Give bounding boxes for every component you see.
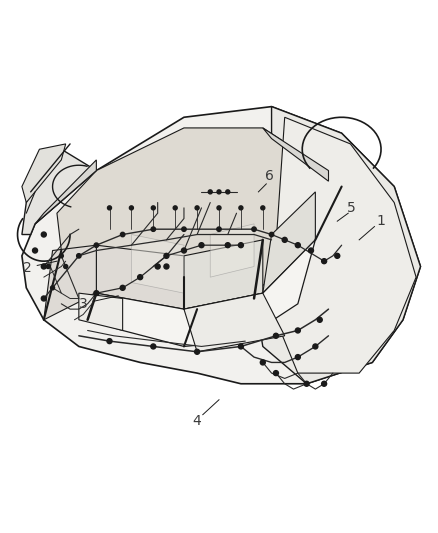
Polygon shape	[263, 192, 315, 293]
Circle shape	[208, 190, 212, 194]
Circle shape	[321, 381, 327, 386]
Circle shape	[120, 232, 125, 237]
Circle shape	[335, 253, 340, 259]
Circle shape	[217, 190, 221, 194]
Circle shape	[129, 206, 134, 210]
Polygon shape	[22, 107, 420, 384]
Polygon shape	[254, 107, 420, 384]
Text: 2: 2	[23, 261, 32, 274]
Circle shape	[173, 206, 177, 210]
Polygon shape	[210, 224, 254, 277]
Circle shape	[164, 264, 169, 269]
Circle shape	[225, 243, 230, 248]
Circle shape	[260, 360, 265, 365]
Text: 6: 6	[265, 169, 274, 183]
Circle shape	[226, 190, 230, 194]
Circle shape	[77, 254, 81, 258]
Circle shape	[199, 243, 204, 248]
Circle shape	[151, 344, 156, 349]
Circle shape	[252, 227, 256, 231]
Circle shape	[321, 259, 327, 264]
Polygon shape	[44, 245, 96, 320]
Circle shape	[273, 370, 279, 376]
Circle shape	[41, 232, 46, 237]
Circle shape	[295, 243, 300, 248]
Circle shape	[295, 328, 300, 333]
Polygon shape	[35, 160, 96, 224]
Circle shape	[151, 206, 155, 210]
Circle shape	[181, 248, 187, 253]
Circle shape	[195, 206, 199, 210]
Circle shape	[59, 254, 64, 258]
Circle shape	[46, 264, 50, 269]
Text: 4: 4	[193, 414, 201, 428]
Polygon shape	[184, 293, 285, 352]
Circle shape	[269, 232, 274, 237]
Polygon shape	[272, 117, 416, 373]
Circle shape	[313, 344, 318, 349]
Circle shape	[41, 264, 46, 269]
Polygon shape	[184, 240, 263, 309]
Circle shape	[50, 286, 55, 290]
Circle shape	[317, 317, 322, 322]
Polygon shape	[22, 149, 96, 235]
Circle shape	[217, 206, 221, 210]
Circle shape	[64, 264, 68, 269]
Circle shape	[120, 285, 125, 290]
Polygon shape	[79, 240, 315, 346]
Circle shape	[239, 206, 243, 210]
Circle shape	[295, 354, 300, 360]
Circle shape	[238, 243, 244, 248]
Text: 5: 5	[347, 201, 356, 215]
Circle shape	[138, 274, 143, 280]
Circle shape	[261, 206, 265, 210]
Circle shape	[194, 349, 200, 354]
Polygon shape	[79, 293, 123, 330]
Polygon shape	[22, 144, 66, 203]
Circle shape	[41, 296, 46, 301]
Polygon shape	[263, 128, 328, 181]
Circle shape	[217, 227, 221, 231]
Text: 1: 1	[377, 214, 385, 228]
Circle shape	[273, 333, 279, 338]
Circle shape	[32, 248, 38, 253]
Circle shape	[94, 290, 99, 296]
Circle shape	[182, 227, 186, 231]
Circle shape	[308, 248, 314, 253]
Circle shape	[107, 206, 112, 210]
Circle shape	[94, 243, 99, 247]
Text: 3: 3	[79, 297, 88, 311]
Circle shape	[282, 237, 287, 243]
Circle shape	[151, 227, 155, 231]
Circle shape	[238, 344, 244, 349]
Circle shape	[164, 253, 169, 259]
Circle shape	[304, 381, 309, 386]
Polygon shape	[131, 235, 184, 293]
Circle shape	[155, 264, 160, 269]
Polygon shape	[96, 245, 184, 309]
Polygon shape	[57, 128, 328, 309]
Circle shape	[107, 338, 112, 344]
